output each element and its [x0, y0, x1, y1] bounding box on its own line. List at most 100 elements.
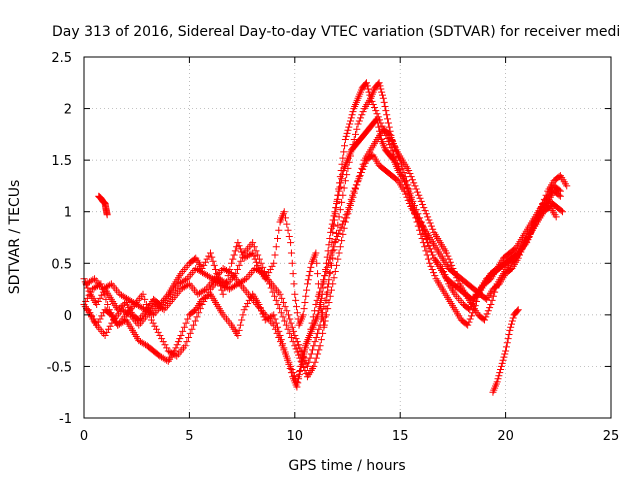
data-point-interp — [233, 265, 241, 273]
data-point-interp — [429, 251, 437, 259]
data-point-interp — [331, 268, 339, 276]
data-point — [344, 208, 351, 216]
series-track-e — [82, 94, 564, 370]
data-point-interp — [391, 143, 399, 151]
data-point — [270, 259, 278, 267]
data-point-interp — [191, 317, 199, 325]
data-point-interp — [343, 129, 351, 137]
data-point-interp — [338, 198, 346, 206]
data-point-interp — [507, 323, 515, 331]
data-point-interp — [307, 263, 315, 271]
data-point-interp — [142, 301, 150, 309]
data-point-interp — [103, 328, 111, 336]
data-point-interp — [295, 351, 303, 359]
data-point-interp — [315, 325, 323, 333]
data-point — [270, 321, 278, 329]
data-point-interp — [304, 276, 312, 284]
data-point-interp — [327, 261, 335, 269]
data-point-interp — [259, 263, 267, 271]
data-point-interp — [408, 199, 416, 207]
data-point-interp — [306, 354, 314, 362]
data-point — [299, 311, 307, 319]
data-point — [392, 156, 400, 164]
data-point — [411, 182, 419, 190]
data-point-interp — [98, 312, 106, 320]
data-point-interp — [188, 325, 196, 333]
data-point — [424, 239, 432, 247]
data-point — [417, 197, 425, 205]
data-point-interp — [353, 125, 361, 133]
data-point-interp — [428, 265, 436, 273]
data-point-interp — [236, 245, 244, 253]
data-point — [367, 94, 375, 102]
data-point — [424, 213, 432, 221]
data-point-interp — [489, 292, 497, 300]
data-point-interp — [375, 123, 383, 131]
data-point-interp — [483, 310, 491, 318]
data-point-interp — [272, 296, 280, 304]
data-point-interp — [289, 270, 297, 278]
data-point-interp — [148, 310, 156, 318]
data-point-interp — [346, 117, 354, 125]
data-point-interp — [117, 303, 125, 311]
data-point-interp — [374, 113, 382, 121]
data-point-interp — [376, 116, 384, 124]
data-point-interp — [377, 119, 385, 127]
series-track-a — [80, 79, 571, 329]
data-point-interp — [320, 323, 328, 331]
data-point-interp — [407, 173, 415, 181]
data-point — [291, 290, 299, 298]
data-point-interp — [292, 303, 300, 311]
data-point-interp — [513, 307, 521, 315]
data-point-interp — [518, 245, 526, 253]
data-point-interp — [419, 226, 427, 234]
data-point — [219, 290, 227, 298]
x-axis-label: GPS time / hours — [288, 458, 405, 474]
data-point-interp — [120, 300, 128, 308]
data-point-interp — [412, 185, 420, 193]
data-point-interp — [500, 353, 508, 361]
data-point-interp — [429, 225, 437, 233]
data-point-interp — [422, 236, 430, 244]
data-point-interp — [345, 204, 353, 212]
data-point — [493, 378, 501, 386]
data-point-interp — [425, 216, 433, 224]
data-point-interp — [388, 137, 396, 145]
data-point — [563, 182, 571, 190]
data-point — [257, 259, 265, 267]
data-point — [249, 239, 257, 247]
data-point-interp — [384, 138, 392, 146]
data-point-interp — [284, 226, 292, 234]
data-point-interp — [287, 319, 295, 327]
data-point-interp — [430, 269, 438, 277]
data-point — [329, 254, 337, 262]
data-point-interp — [325, 276, 333, 284]
data-point-interp — [361, 159, 369, 167]
data-point-interp — [287, 249, 295, 257]
data-point-interp — [208, 253, 216, 261]
data-point — [331, 208, 339, 216]
data-point — [514, 254, 522, 262]
data-point-interp — [421, 243, 429, 251]
data-point-interp — [283, 307, 291, 315]
data-point-interp — [427, 262, 435, 270]
data-point-interp — [385, 123, 393, 131]
data-point-interp — [421, 207, 429, 215]
data-point-interp — [377, 85, 385, 93]
data-point-interp — [326, 235, 334, 243]
data-point — [405, 187, 413, 195]
data-point-interp — [163, 356, 171, 364]
data-point-interp — [324, 283, 332, 291]
data-point — [375, 79, 383, 87]
data-point-interp — [89, 315, 97, 323]
data-point-interp — [336, 206, 344, 214]
data-point-interp — [94, 297, 102, 305]
data-point-interp — [339, 230, 347, 238]
data-point — [398, 172, 406, 180]
data-point-interp — [275, 334, 283, 342]
x-tick-label: 25 — [603, 429, 620, 444]
data-point — [310, 362, 318, 370]
data-point-interp — [509, 314, 517, 322]
data-point-interp — [330, 246, 338, 254]
data-point-interp — [281, 303, 289, 311]
